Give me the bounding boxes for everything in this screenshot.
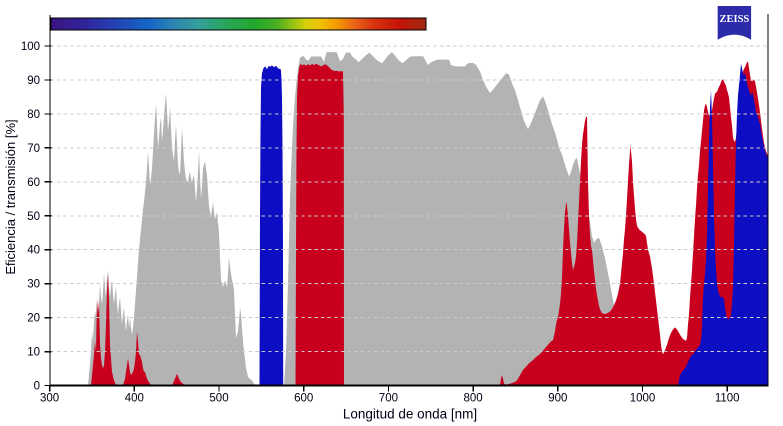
svg-text:20: 20: [27, 313, 40, 325]
svg-text:Longitud de onda [nm]: Longitud de onda [nm]: [343, 407, 477, 422]
svg-text:600: 600: [294, 393, 313, 405]
svg-text:1000: 1000: [630, 393, 656, 405]
svg-text:60: 60: [27, 177, 40, 189]
svg-text:70: 70: [27, 143, 40, 155]
svg-text:90: 90: [27, 75, 40, 87]
svg-text:ZEISS: ZEISS: [720, 14, 750, 25]
svg-text:300: 300: [40, 393, 59, 405]
svg-text:80: 80: [27, 109, 40, 121]
svg-text:700: 700: [379, 393, 398, 405]
svg-text:50: 50: [27, 211, 40, 223]
svg-text:800: 800: [464, 393, 483, 405]
svg-text:40: 40: [27, 245, 40, 257]
svg-text:400: 400: [125, 393, 144, 405]
svg-text:900: 900: [548, 393, 567, 405]
svg-text:1100: 1100: [715, 393, 740, 405]
svg-text:0: 0: [34, 381, 40, 393]
svg-text:10: 10: [27, 347, 40, 359]
svg-text:500: 500: [209, 393, 228, 405]
svg-text:100: 100: [21, 41, 40, 53]
svg-text:Eficiencia / transmisión [%]: Eficiencia / transmisión [%]: [3, 119, 18, 274]
svg-text:30: 30: [27, 279, 40, 291]
